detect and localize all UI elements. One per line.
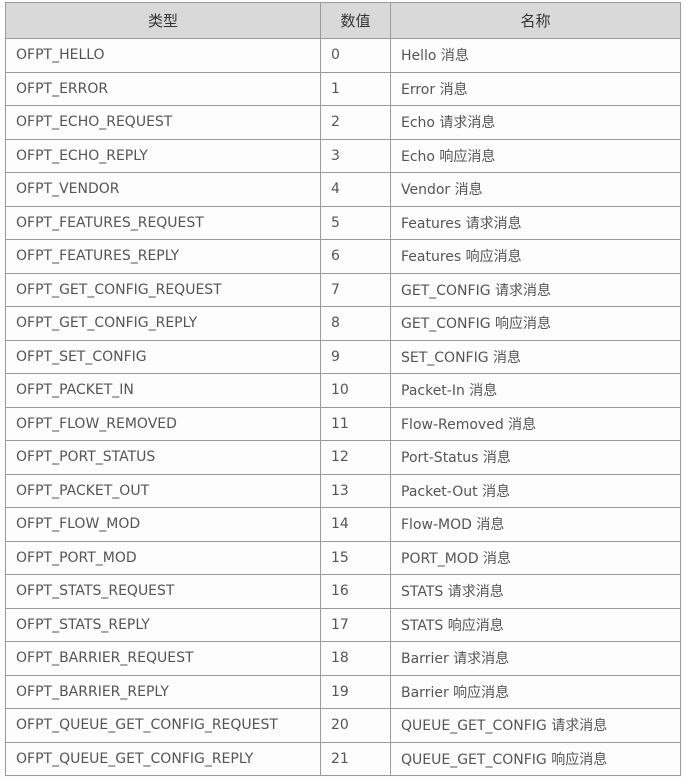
cell-value: 10 [320,373,391,408]
cell-type: OFPT_STATS_REQUEST [5,574,321,609]
cell-type: OFPT_FLOW_REMOVED [5,406,321,441]
cell-name: Hello 消息 [390,38,681,73]
cell-value: 17 [320,607,391,642]
header-value: 数值 [320,2,391,39]
cell-type: OFPT_ECHO_REQUEST [5,105,321,140]
cell-name: Echo 响应消息 [390,138,681,173]
cell-value: 14 [320,507,391,542]
cell-type: OFPT_SET_CONFIG [5,339,321,374]
cell-value: 8 [320,306,391,341]
cell-type: OFPT_PACKET_IN [5,373,321,408]
cell-type: OFPT_QUEUE_GET_CONFIG_REPLY [5,741,321,776]
cell-type: OFPT_QUEUE_GET_CONFIG_REQUEST [5,708,321,743]
cell-name: SET_CONFIG 消息 [390,339,681,374]
cell-value: 6 [320,239,391,274]
cell-value: 18 [320,641,391,676]
table-row: OFPT_QUEUE_GET_CONFIG_REQUEST 20 QUEUE_GET… [5,708,681,743]
cell-name: Features 响应消息 [390,239,681,274]
cell-value: 0 [320,38,391,73]
table-row: OFPT_QUEUE_GET_CONFIG_REPLY 21 QUEUE_GET_C… [5,741,681,776]
table-row: OFPT_PACKET_IN 10 Packet-In 消息 [5,373,681,408]
table-row: OFPT_PACKET_OUT 13 Packet-Out 消息 [5,473,681,508]
cell-value: 11 [320,406,391,441]
cell-value: 12 [320,440,391,475]
table-row: OFPT_STATS_REQUEST 16 STATS 请求消息 [5,574,681,609]
cell-name: Barrier 响应消息 [390,674,681,709]
cell-value: 1 [320,71,391,106]
cell-type: OFPT_FEATURES_REQUEST [5,205,321,240]
table-row: OFPT_ECHO_REQUEST 2 Echo 请求消息 [5,105,681,140]
table-row: OFPT_GET_CONFIG_REPLY 8 GET_CONFIG 响应消息 [5,306,681,341]
cell-value: 19 [320,674,391,709]
cell-name: Vendor 消息 [390,172,681,207]
cell-name: Packet-Out 消息 [390,473,681,508]
cell-type: OFPT_GET_CONFIG_REQUEST [5,272,321,307]
header-type: 类型 [5,2,321,39]
cell-type: OFPT_ERROR [5,71,321,106]
cell-name: Packet-In 消息 [390,373,681,408]
cell-value: 21 [320,741,391,776]
cell-name: GET_CONFIG 请求消息 [390,272,681,307]
table-row: OFPT_GET_CONFIG_REQUEST 7 GET_CONFIG 请求消息 [5,272,681,307]
header-name: 名称 [390,2,681,39]
cell-value: 15 [320,540,391,575]
cell-type: OFPT_PORT_MOD [5,540,321,575]
cell-name: Features 请求消息 [390,205,681,240]
table-row: OFPT_HELLO 0 Hello 消息 [5,38,681,73]
cell-name: Barrier 请求消息 [390,641,681,676]
table-row: OFPT_FEATURES_REQUEST 5 Features 请求消息 [5,205,681,240]
table-row: OFPT_BARRIER_REPLY 19 Barrier 响应消息 [5,674,681,709]
table-row: OFPT_ECHO_REPLY 3 Echo 响应消息 [5,138,681,173]
cell-type: OFPT_STATS_REPLY [5,607,321,642]
cell-value: 5 [320,205,391,240]
cell-value: 3 [320,138,391,173]
table-row: OFPT_SET_CONFIG 9 SET_CONFIG 消息 [5,339,681,374]
header-row: 类型 数值 名称 [5,2,681,39]
cell-value: 7 [320,272,391,307]
cell-name: Flow-Removed 消息 [390,406,681,441]
table-row: OFPT_FEATURES_REPLY 6 Features 响应消息 [5,239,681,274]
cell-name: Echo 请求消息 [390,105,681,140]
cell-type: OFPT_ECHO_REPLY [5,138,321,173]
cell-type: OFPT_GET_CONFIG_REPLY [5,306,321,341]
cell-value: 16 [320,574,391,609]
cell-name: STATS 响应消息 [390,607,681,642]
cell-name: PORT_MOD 消息 [390,540,681,575]
cell-type: OFPT_FLOW_MOD [5,507,321,542]
cell-type: OFPT_BARRIER_REQUEST [5,641,321,676]
table-row: OFPT_PORT_MOD 15 PORT_MOD 消息 [5,540,681,575]
cell-name: QUEUE_GET_CONFIG 响应消息 [390,741,681,776]
cell-name: GET_CONFIG 响应消息 [390,306,681,341]
table-row: OFPT_FLOW_MOD 14 Flow-MOD 消息 [5,507,681,542]
cell-value: 13 [320,473,391,508]
message-type-table: 类型 数值 名称 OFPT_HELLO 0 Hello 消息 OFPT_ERROR 1 E… [5,2,681,776]
cell-value: 9 [320,339,391,374]
cell-value: 2 [320,105,391,140]
cell-type: OFPT_HELLO [5,38,321,73]
cell-name: QUEUE_GET_CONFIG 请求消息 [390,708,681,743]
cell-type: OFPT_PORT_STATUS [5,440,321,475]
table-row: OFPT_FLOW_REMOVED 11 Flow-Removed 消息 [5,406,681,441]
cell-value: 4 [320,172,391,207]
table-row: OFPT_STATS_REPLY 17 STATS 响应消息 [5,607,681,642]
table-row: OFPT_VENDOR 4 Vendor 消息 [5,172,681,207]
cell-name: STATS 请求消息 [390,574,681,609]
cell-name: Port-Status 消息 [390,440,681,475]
table-row: OFPT_ERROR 1 Error 消息 [5,71,681,106]
cell-type: OFPT_PACKET_OUT [5,473,321,508]
table-row: OFPT_PORT_STATUS 12 Port-Status 消息 [5,440,681,475]
cell-name: Flow-MOD 消息 [390,507,681,542]
cell-value: 20 [320,708,391,743]
cell-type: OFPT_BARRIER_REPLY [5,674,321,709]
cell-name: Error 消息 [390,71,681,106]
table-row: OFPT_BARRIER_REQUEST 18 Barrier 请求消息 [5,641,681,676]
cell-type: OFPT_FEATURES_REPLY [5,239,321,274]
cell-type: OFPT_VENDOR [5,172,321,207]
